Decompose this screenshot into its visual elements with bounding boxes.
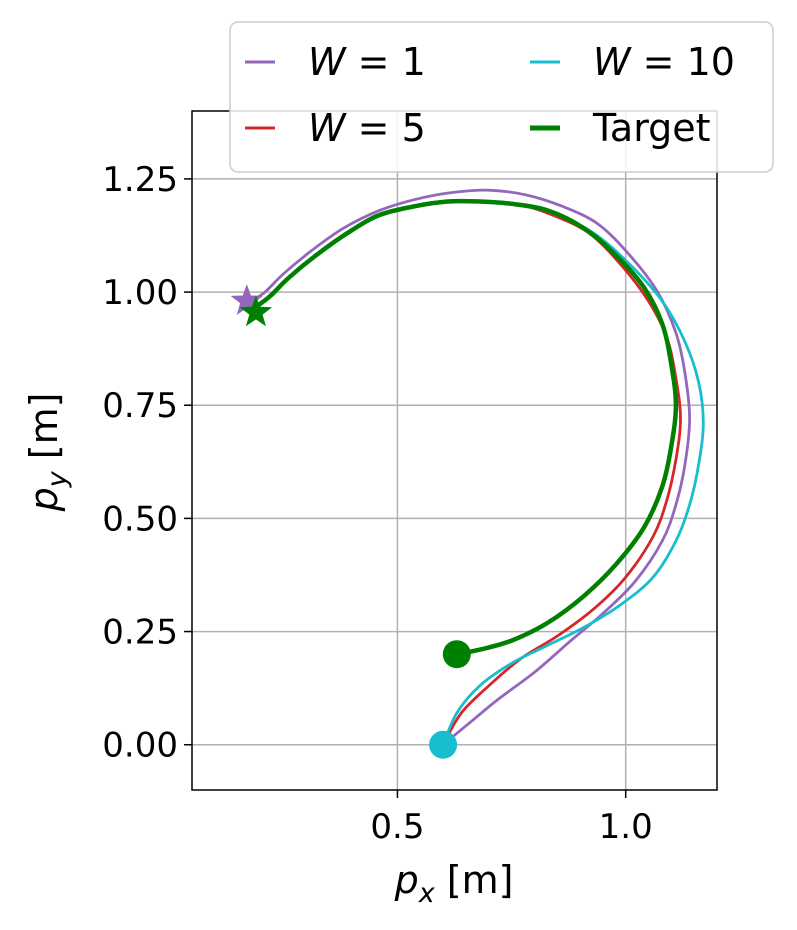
x-tick-label: 1.0 bbox=[599, 807, 653, 847]
y-tick-label: 1.00 bbox=[102, 273, 178, 313]
start-marker-w-10 bbox=[429, 730, 458, 759]
legend-item-w-10: W = 10 bbox=[530, 40, 735, 84]
series-line-target bbox=[249, 198, 679, 657]
markers bbox=[230, 284, 471, 759]
end-star-marker-target bbox=[239, 295, 273, 327]
y-tick-label: 0.00 bbox=[102, 726, 178, 766]
grid bbox=[192, 111, 717, 790]
legend-label: W = 10 bbox=[593, 40, 735, 84]
end-star-marker-w-1 bbox=[230, 284, 263, 315]
legend-item-w-1: W = 1 bbox=[245, 40, 426, 84]
plot-frame bbox=[191, 110, 718, 791]
y-tick-label: 0.25 bbox=[102, 613, 178, 653]
y-axis-label: py [m] bbox=[22, 393, 73, 513]
legend-label: W = 1 bbox=[308, 40, 426, 84]
start-marker-target bbox=[442, 640, 471, 669]
legend: W = 1 W = 5 W = 10 Target bbox=[229, 21, 774, 173]
y-tick-label: 0.50 bbox=[102, 499, 178, 539]
legend-label: Target bbox=[592, 106, 711, 150]
legend-label: W = 5 bbox=[308, 106, 426, 150]
legend-box bbox=[229, 21, 774, 173]
series-line-w-1 bbox=[249, 188, 691, 747]
x-axis-label: px [m] bbox=[394, 858, 514, 909]
legend-item-target: Target bbox=[530, 106, 711, 150]
series-lines bbox=[249, 188, 705, 747]
y-tick-label: 1.25 bbox=[102, 160, 178, 200]
ticks: 0.5 1.0 0.00 0.25 0.50 0.75 1.00 1.25 bbox=[102, 160, 652, 847]
legend-item-w-5: W = 5 bbox=[245, 106, 426, 150]
y-tick-label: 0.75 bbox=[102, 386, 178, 426]
x-tick-label: 0.5 bbox=[370, 807, 424, 847]
